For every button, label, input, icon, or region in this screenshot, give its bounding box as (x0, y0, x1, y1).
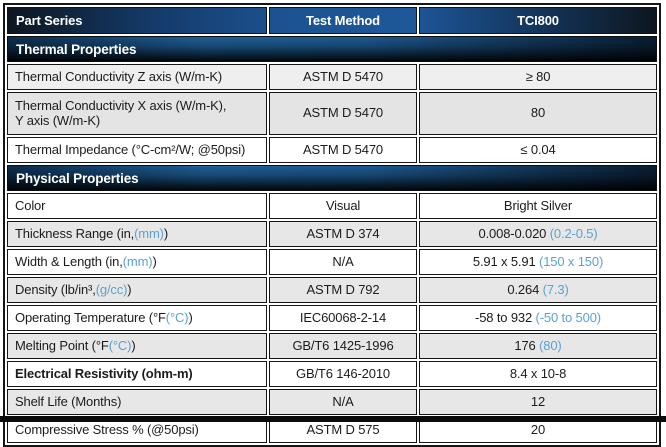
property-text: Operating Temperature (°F (15, 309, 166, 325)
section-header-thermal: Thermal Properties (7, 36, 657, 62)
property-close: ) (131, 337, 136, 353)
property-accent: (°C) (108, 337, 132, 353)
table-row: Density (lb/in³, (g/cc)) ASTM D 792 0.26… (7, 277, 657, 303)
method-cell: ASTM D 5470 (269, 64, 417, 90)
value-cell: Bright Silver (419, 193, 657, 219)
property-cell: Thermal Conductivity Z axis (W/m-K) (7, 64, 267, 90)
table-row: Thickness Range (in, (mm)) ASTM D 374 0.… (7, 221, 657, 247)
property-text: Thickness Range (in, (15, 225, 135, 241)
property-cell: Color (7, 193, 267, 219)
value-cell: 176 (80) (419, 333, 657, 359)
method-cell: GB/T6 146-2010 (269, 361, 417, 387)
value-accent: (-50 to 500) (535, 309, 602, 325)
property-cell: Melting Point (°F (°C)) (7, 333, 267, 359)
method-cell: N/A (269, 389, 417, 415)
method-cell: ASTM D 5470 (269, 92, 417, 135)
method-cell: ASTM D 374 (269, 221, 417, 247)
column-header-row: Part Series Test Method TCI800 (7, 7, 657, 34)
property-cell: Thermal Conductivity X axis (W/m-K), Y a… (7, 92, 267, 135)
value-accent: (7.3) (542, 281, 569, 297)
bottom-divider-bar (0, 416, 666, 422)
method-cell: GB/T6 1425-1996 (269, 333, 417, 359)
value-text: 0.008-0.020 (478, 225, 547, 241)
property-text: Density (lb/in³, (15, 281, 96, 297)
table-row: Operating Temperature (°F (°C)) IEC60068… (7, 305, 657, 331)
table-row: Shelf Life (Months) N/A 12 (7, 389, 657, 415)
property-close: ) (188, 309, 193, 325)
value-cell: 0.264 (7.3) (419, 277, 657, 303)
property-accent: (g/cc) (95, 281, 128, 297)
value-cell: 8.4 x 10-8 (419, 361, 657, 387)
property-accent: (mm) (134, 225, 164, 241)
property-text: Width & Length (in, (15, 253, 123, 269)
product-spec-table: Part Series Test Method TCI800 Thermal P… (3, 3, 661, 447)
value-accent: (150 x 150) (539, 253, 604, 269)
table-row: Color Visual Bright Silver (7, 193, 657, 219)
property-close: ) (163, 225, 169, 241)
value-accent: (80) (539, 337, 562, 353)
value-text: 5.91 x 5.91 (472, 253, 536, 269)
value-cell: 0.008-0.020 (0.2-0.5) (419, 221, 657, 247)
section-header-physical: Physical Properties (7, 165, 657, 191)
value-text: 176 (514, 337, 536, 353)
method-cell: ASTM D 792 (269, 277, 417, 303)
method-cell: N/A (269, 249, 417, 275)
property-accent: (mm) (122, 253, 153, 269)
property-cell: Operating Temperature (°F (°C)) (7, 305, 267, 331)
property-cell: Shelf Life (Months) (7, 389, 267, 415)
property-cell: Electrical Resistivity (ohm-m) (7, 361, 267, 387)
method-cell: ASTM D 5470 (269, 137, 417, 163)
value-cell: 5.91 x 5.91 (150 x 150) (419, 249, 657, 275)
column-header-test-method: Test Method (269, 7, 417, 34)
column-header-part-series: Part Series (7, 7, 267, 34)
property-accent: (°C) (165, 309, 189, 325)
value-cell: 80 (419, 92, 657, 135)
property-cell: Density (lb/in³, (g/cc)) (7, 277, 267, 303)
column-header-tci800: TCI800 (419, 7, 657, 34)
property-close: ) (152, 253, 157, 269)
value-accent: (0.2-0.5) (549, 225, 598, 241)
value-cell: 12 (419, 389, 657, 415)
value-text: 0.264 (507, 281, 540, 297)
value-cell: -58 to 932 (-50 to 500) (419, 305, 657, 331)
table-row: Thermal Impedance (°C-cm²/W; @50psi) AST… (7, 137, 657, 163)
value-cell: ≤ 0.04 (419, 137, 657, 163)
method-cell: IEC60068-2-14 (269, 305, 417, 331)
table-row: Melting Point (°F (°C)) GB/T6 1425-1996 … (7, 333, 657, 359)
property-cell: Thermal Impedance (°C-cm²/W; @50psi) (7, 137, 267, 163)
property-text: Melting Point (°F (15, 337, 109, 353)
table-row: Thermal Conductivity X axis (W/m-K), Y a… (7, 92, 657, 135)
value-cell: ≥ 80 (419, 64, 657, 90)
property-cell: Thickness Range (in, (mm)) (7, 221, 267, 247)
method-cell: Visual (269, 193, 417, 219)
value-text: -58 to 932 (475, 309, 533, 325)
table-row: Electrical Resistivity (ohm-m) GB/T6 146… (7, 361, 657, 387)
property-cell: Width & Length (in, (mm)) (7, 249, 267, 275)
property-close: ) (127, 281, 132, 297)
table-row: Width & Length (in, (mm)) N/A 5.91 x 5.9… (7, 249, 657, 275)
table-row: Thermal Conductivity Z axis (W/m-K) ASTM… (7, 64, 657, 90)
